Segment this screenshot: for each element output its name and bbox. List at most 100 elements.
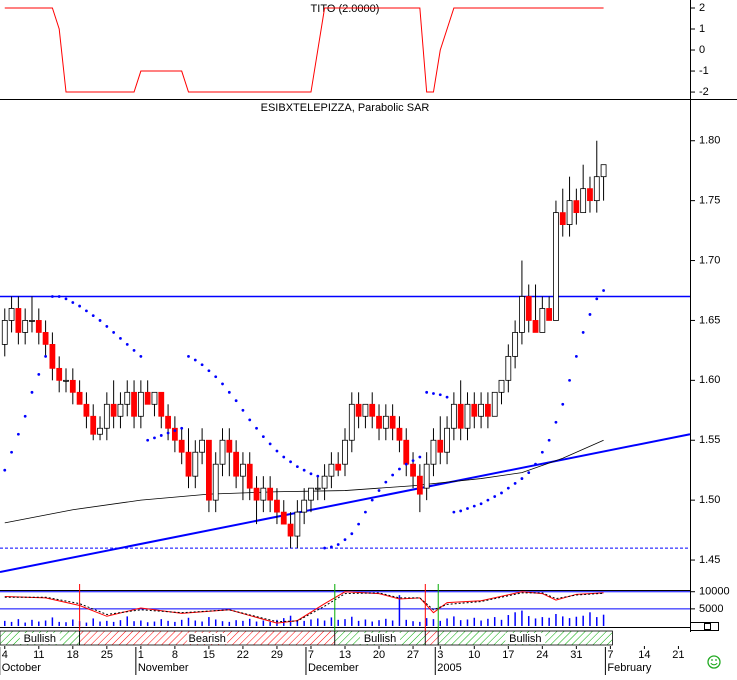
sar-dot — [3, 468, 7, 472]
sar-dot — [248, 418, 252, 422]
candle-body — [478, 403, 484, 417]
candle-body — [131, 391, 137, 417]
sar-dot — [534, 462, 537, 466]
candle-body — [430, 439, 437, 465]
volume-bar — [167, 620, 169, 626]
volume-bar — [255, 621, 258, 626]
volume-bar — [541, 617, 544, 626]
volume-bar — [31, 619, 33, 626]
indicator-line — [4, 7, 604, 93]
month-label: November — [138, 662, 189, 674]
volume-bar — [330, 617, 333, 626]
moving-average — [4, 439, 604, 524]
candle-body — [505, 355, 512, 381]
sar-dot — [119, 337, 122, 340]
volume-bar — [126, 616, 128, 626]
volume-bar — [446, 618, 448, 626]
sar-dot — [207, 369, 211, 373]
sar-dot — [10, 450, 13, 454]
candle-body — [90, 415, 97, 435]
sar-dot — [357, 522, 361, 526]
candle-body — [389, 415, 396, 429]
sar-dot — [323, 546, 326, 550]
candle-body — [178, 439, 185, 453]
signal-band — [424, 630, 439, 646]
sar-dot — [85, 309, 88, 313]
y-tick-label: 0 — [699, 44, 705, 56]
sar-dot — [377, 489, 381, 492]
candle-body — [396, 427, 403, 441]
sar-dot — [71, 301, 75, 304]
sar-dot — [336, 543, 340, 546]
candle-body — [308, 487, 314, 501]
volume-bar — [391, 620, 394, 626]
candle-body — [525, 296, 532, 321]
volume-bar — [208, 617, 210, 626]
smiley — [707, 655, 721, 669]
volume-bar — [357, 620, 360, 626]
y-tick-label: 1.70 — [699, 254, 720, 266]
y-tick-label: 1.75 — [699, 195, 720, 207]
volume-bar — [214, 619, 217, 626]
y-tick-label: 1.65 — [699, 314, 720, 326]
volume-bar — [439, 620, 442, 626]
y-tick-label: -1 — [699, 65, 709, 77]
candle-body — [151, 391, 158, 405]
volume-bar — [44, 620, 47, 626]
sar-dot — [159, 434, 163, 437]
y-tick-label: 1.80 — [699, 135, 720, 147]
sar-dot — [64, 297, 68, 301]
volume-bar — [106, 620, 108, 626]
volume-bar — [303, 620, 305, 626]
volume-bar — [425, 618, 428, 626]
x-tick-label: 29 — [271, 649, 283, 661]
sar-dot — [78, 304, 82, 308]
volume-bar — [555, 614, 557, 626]
volume-bar — [58, 621, 60, 626]
volume-bar — [140, 620, 142, 626]
volume-bar — [174, 621, 176, 626]
volume-bar — [575, 616, 578, 626]
candle-body — [35, 320, 42, 333]
y-tick-label: 1.50 — [699, 494, 720, 506]
volume-bar — [194, 620, 197, 626]
month-label: 2005 — [437, 662, 461, 674]
sar-dot — [105, 325, 109, 328]
sar-dot — [574, 354, 578, 358]
sar-dot — [466, 507, 469, 510]
sar-dot — [343, 538, 347, 542]
volume-bar — [242, 620, 244, 626]
candle-body — [240, 463, 246, 477]
sar-dot — [241, 408, 245, 412]
sar-dot — [180, 426, 184, 430]
volume-bar — [473, 617, 476, 626]
sar-dot — [44, 354, 47, 358]
volume-bar — [310, 619, 312, 626]
candle-body — [593, 176, 600, 202]
candle-body — [321, 475, 328, 489]
candle-body — [437, 439, 444, 453]
sar-dot — [472, 504, 476, 508]
candle-body — [457, 403, 464, 429]
sar-dot — [329, 545, 333, 549]
candle-body — [464, 403, 471, 429]
volume-bar — [548, 617, 550, 626]
x-tick-label: 18 — [67, 649, 79, 661]
candle-body — [69, 379, 76, 393]
sar-dot — [214, 375, 218, 379]
volume-bar — [337, 619, 339, 626]
volume-bar — [453, 616, 455, 626]
volume-bar — [500, 619, 503, 626]
candle-body — [512, 332, 519, 357]
band-label: Bearish — [189, 633, 226, 645]
y-tick-label: 1.55 — [699, 434, 720, 446]
sar-dot — [513, 481, 517, 485]
candle-body — [566, 200, 573, 225]
candle-body — [260, 487, 267, 501]
x-tick-label: 11 — [33, 649, 44, 661]
sar-dot — [295, 465, 299, 469]
sar-dot — [187, 354, 190, 358]
y-tick-label: 1 — [699, 23, 705, 35]
volume-bar — [187, 617, 190, 626]
